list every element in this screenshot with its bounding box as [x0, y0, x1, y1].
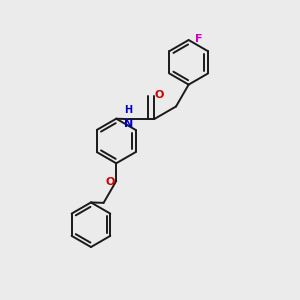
- Text: O: O: [106, 177, 115, 187]
- Text: H: H: [124, 105, 132, 115]
- Text: N: N: [124, 118, 133, 128]
- Text: F: F: [195, 34, 202, 44]
- Text: O: O: [155, 90, 164, 100]
